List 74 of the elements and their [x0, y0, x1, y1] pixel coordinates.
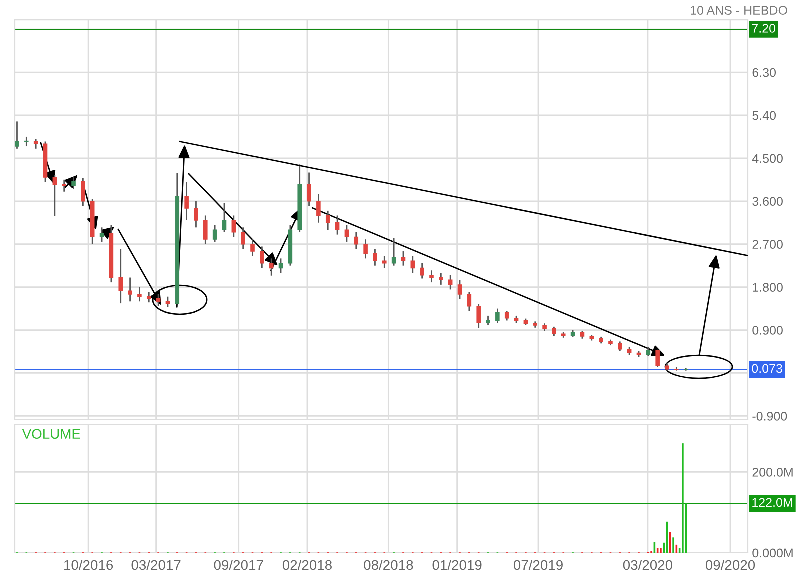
candlestick [307, 172, 312, 207]
candlestick [222, 202, 227, 234]
y-tick-label: 200.0M [752, 468, 793, 477]
candlestick [260, 246, 264, 269]
candlestick [618, 341, 622, 352]
x-tick-label: 03/2020 [623, 560, 673, 570]
chart-title: VOLUME [22, 429, 80, 440]
ref-line-label: 7.20 [752, 24, 776, 33]
candlestick [118, 248, 124, 304]
candlestick [269, 258, 274, 277]
candlestick [194, 200, 198, 228]
y-tick-label: 1.800 [753, 283, 783, 292]
candlestick [62, 179, 66, 193]
ref-line-label: 0.073 [752, 364, 782, 374]
x-tick-label: 08/2018 [364, 560, 414, 570]
candlestick [204, 215, 208, 246]
ref-line-label: 122.0M [752, 498, 792, 508]
candlestick [486, 315, 490, 326]
y-tick-label: 3.600 [752, 197, 783, 206]
candlestick [212, 224, 218, 243]
x-tick-label: 09/2017 [214, 560, 264, 570]
candlestick [364, 238, 368, 260]
candlestick [448, 274, 453, 290]
y-tick-label: 6.30 [752, 68, 776, 78]
candlestick [467, 291, 472, 312]
candlestick [496, 308, 500, 324]
y-tick-label: 5.40 [752, 111, 776, 120]
y-tick-label: 0.000M [752, 548, 793, 558]
candlestick [232, 215, 236, 238]
candlestick [241, 226, 246, 250]
candlestick [52, 174, 58, 217]
x-tick-label: 07/2019 [514, 560, 563, 570]
candlestick [392, 237, 396, 267]
candlestick [184, 182, 189, 222]
candlestick [354, 232, 359, 250]
candlestick [278, 258, 284, 274]
candlestick [34, 138, 38, 150]
candlestick [410, 256, 416, 274]
candlestick [420, 262, 424, 280]
candlestick [15, 121, 20, 150]
text: 10 ANS - HEBDO [691, 6, 788, 15]
candlestick [128, 277, 132, 302]
candlestick [439, 272, 444, 286]
candlestick [316, 194, 321, 224]
candlestick [430, 270, 434, 284]
candlestick [373, 248, 378, 267]
candlestick [156, 294, 161, 308]
candlestick [72, 176, 76, 190]
candlestick [138, 286, 142, 302]
y-tick-label: 2.700 [752, 240, 783, 250]
x-tick-label: 01/2019 [432, 560, 482, 570]
candlestick [335, 215, 340, 236]
candlestick [382, 256, 387, 269]
candlestick [656, 349, 660, 368]
x-tick-label: 02/2018 [282, 560, 332, 570]
candlestick [552, 326, 556, 337]
candlestick [458, 279, 462, 300]
y-tick-label: 4.500 [752, 154, 783, 164]
candlestick [81, 178, 86, 207]
candlestick [250, 238, 255, 257]
candlestick [344, 224, 350, 243]
candlestick [100, 226, 104, 243]
candlestick [401, 250, 406, 267]
x-tick-label: 09/2020 [706, 560, 756, 570]
candlestick [166, 296, 170, 308]
x-tick-label: 10/2016 [64, 560, 114, 570]
x-tick-label: 03/2017 [132, 560, 181, 570]
candlestick [326, 210, 330, 231]
candlestick [24, 136, 29, 148]
candlestick [146, 291, 152, 304]
y-tick-label: 0.900 [752, 326, 783, 335]
y-tick-label: -0.900 [752, 412, 788, 421]
candlestick [476, 303, 481, 330]
candlestick [646, 346, 651, 357]
